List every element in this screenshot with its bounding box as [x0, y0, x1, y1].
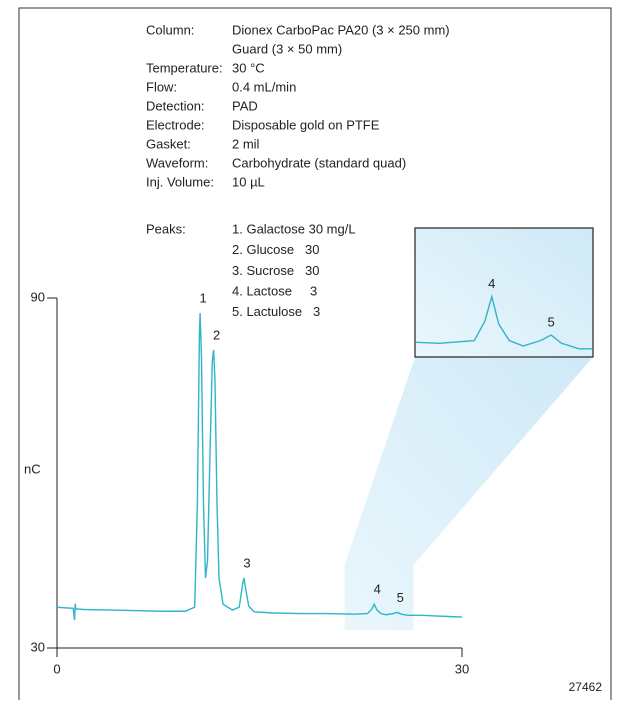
condition-value: 30 °C [232, 60, 265, 75]
frame [18, 7, 612, 700]
peak-label: 2 [213, 327, 220, 342]
inset-box [414, 227, 594, 358]
peak-label: 5 [397, 590, 404, 605]
inset-peak-label: 5 [548, 314, 555, 329]
zoom-shade [344, 357, 593, 630]
condition-value: Disposable gold on PTFE [232, 117, 380, 132]
inset-trace [416, 293, 592, 350]
peak-label: 3 [243, 555, 250, 570]
trace [56, 313, 463, 621]
condition-label: Column: [146, 22, 194, 37]
peak-entry: 2. Glucose 30 [232, 242, 319, 257]
figure-id: 27462 [569, 680, 603, 694]
condition-label: Waveform: [146, 155, 208, 170]
condition-value: 0.4 mL/min [232, 79, 296, 94]
y-axis-label: nC [24, 461, 41, 476]
x-tick-label: 0 [53, 661, 60, 676]
condition-value: 2 mil [232, 136, 260, 151]
peaks-label: Peaks: [146, 221, 186, 236]
peak-label: 1 [199, 291, 206, 306]
y-tick-label: 90 [31, 289, 45, 304]
condition-label: Flow: [146, 79, 177, 94]
condition-value: Carbohydrate (standard quad) [232, 155, 406, 170]
condition-value: Dionex CarboPac PA20 (3 × 250 mm) [232, 22, 450, 37]
inset-trace-group [416, 293, 592, 350]
condition-label: Temperature: [146, 60, 223, 75]
inset-peak-label: 4 [488, 276, 495, 291]
condition-label: Inj. Volume: [146, 174, 214, 189]
peak-entry: 1. Galactose 30 mg/L [232, 221, 356, 236]
condition-value: PAD [232, 98, 258, 113]
condition-label: Detection: [146, 98, 205, 113]
condition-value: 10 µL [232, 174, 265, 189]
condition-value: Guard (3 × 50 mm) [232, 41, 342, 56]
y-tick-label: 30 [31, 639, 45, 654]
condition-label: Electrode: [146, 117, 205, 132]
peak-entry: 5. Lactulose 3 [232, 304, 320, 319]
peak-label: 4 [374, 582, 381, 597]
x-tick-label: 30 [455, 661, 469, 676]
peak-entry: 4. Lactose 3 [232, 284, 317, 299]
condition-label: Gasket: [146, 136, 191, 151]
peak-entry: 3. Sucrose 30 [232, 263, 319, 278]
